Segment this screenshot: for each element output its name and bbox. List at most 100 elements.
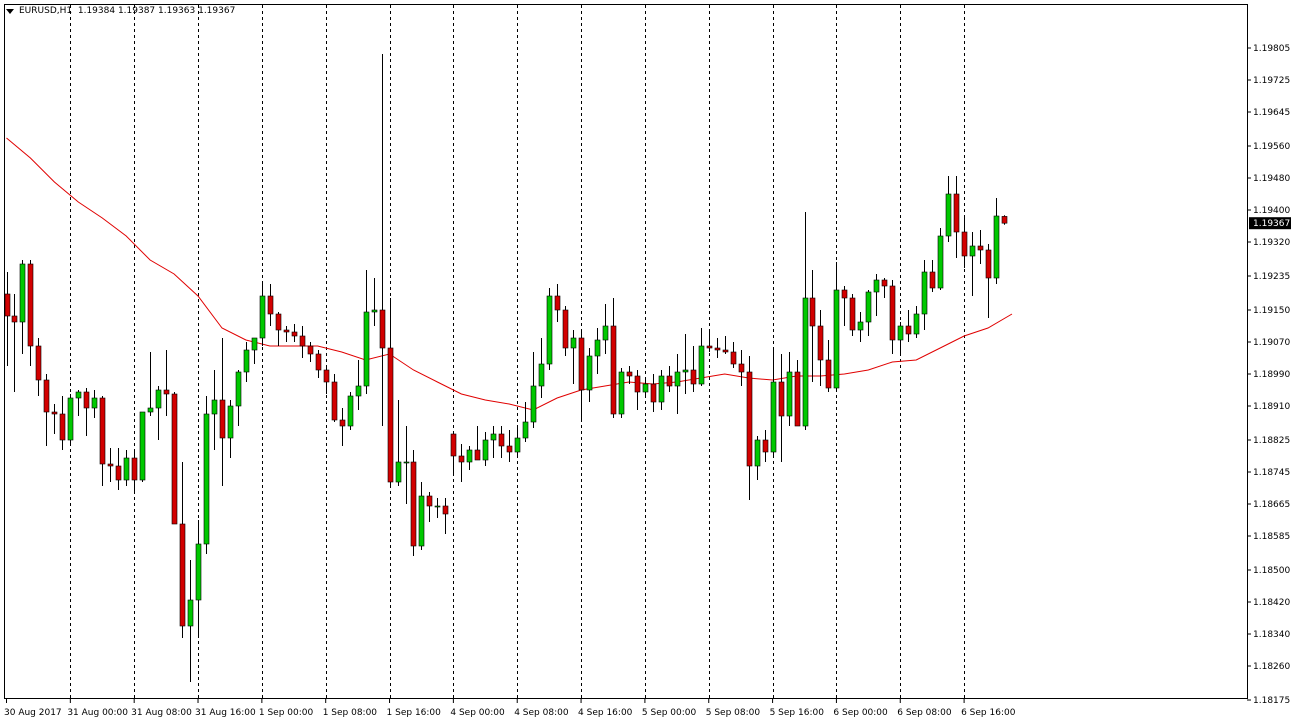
candle [179, 462, 186, 638]
candle-body [331, 381, 338, 421]
candle [817, 310, 824, 386]
candle [977, 230, 984, 264]
candle-body [426, 495, 433, 507]
candle-body [937, 235, 944, 289]
candle [554, 284, 561, 322]
candle [690, 346, 697, 392]
candle [602, 304, 609, 354]
candle-body [921, 271, 928, 315]
y-tick-label: 1.19480 [1253, 174, 1290, 184]
candle [905, 310, 912, 342]
candle [75, 390, 82, 416]
candle [786, 352, 793, 426]
candle-body [482, 439, 489, 461]
candle [387, 298, 394, 486]
price-tag-label: 1.19367 [1253, 219, 1290, 229]
candle-body [458, 455, 465, 463]
candle [379, 54, 386, 426]
candle [307, 342, 314, 362]
candle [825, 340, 832, 392]
candle [339, 408, 346, 446]
x-tick-label: 4 Sep 00:00 [450, 708, 505, 718]
candle [19, 260, 26, 354]
candle-body [841, 289, 848, 299]
candle-body [67, 397, 74, 441]
candle-body [682, 369, 689, 373]
candle-body [849, 297, 856, 331]
candle-body [762, 439, 769, 453]
x-tick-label: 6 Sep 00:00 [833, 708, 888, 718]
candle-body [171, 393, 178, 525]
y-tick-label: 1.18500 [1253, 566, 1290, 576]
candle-body [187, 599, 194, 627]
candle-body [722, 349, 729, 353]
candle [235, 370, 242, 426]
candle [418, 482, 425, 550]
candle [323, 366, 330, 394]
candle-body [953, 193, 960, 233]
candle-body [410, 461, 417, 547]
candle [658, 370, 665, 410]
candle [482, 432, 489, 466]
candle [458, 444, 465, 482]
period-separators [70, 5, 965, 698]
candle [331, 374, 338, 422]
x-tick-label: 1 Sep 08:00 [323, 708, 378, 718]
candle [929, 260, 936, 292]
candle-body [857, 321, 864, 331]
candle [99, 396, 106, 486]
candle-body [658, 375, 665, 403]
candle [714, 338, 721, 358]
candle-body [466, 449, 473, 463]
ohlc-readout: 1.19384 1.19387 1.19363 1.19367 [77, 6, 236, 16]
candle [506, 430, 513, 462]
candle-body [195, 543, 202, 601]
candle-body [155, 389, 162, 409]
candle [466, 446, 473, 470]
candle-body [243, 349, 250, 373]
candle-body [107, 463, 114, 467]
candle-body [610, 325, 617, 415]
candle [514, 428, 521, 456]
collapse-triangle-icon[interactable] [6, 8, 14, 14]
moving-average-line [6, 137, 1013, 411]
candle-body [905, 325, 912, 335]
candle-body [251, 337, 258, 351]
y-tick-label: 1.18990 [1253, 370, 1290, 380]
candle-body [746, 371, 753, 467]
candle [849, 294, 856, 336]
candle-body [809, 297, 816, 327]
candle-body [43, 379, 50, 413]
candle [259, 284, 266, 346]
candle-body [123, 457, 130, 481]
candle-body [163, 389, 170, 395]
candle [83, 388, 90, 436]
candle [802, 212, 809, 430]
candle [706, 332, 713, 352]
candle-body [323, 369, 330, 383]
candle-body [650, 383, 657, 403]
candle [562, 306, 569, 356]
current-price-tag: 1.19367 [1249, 217, 1291, 230]
candle-body [35, 345, 42, 381]
y-tick-label: 1.19400 [1253, 206, 1290, 216]
candle [51, 404, 58, 434]
candle [275, 312, 282, 346]
candle-body [977, 245, 984, 251]
candle [4, 272, 11, 366]
candle-body [434, 505, 441, 508]
candle-body [634, 375, 641, 393]
candle-body [626, 371, 633, 377]
candle-body [786, 371, 793, 417]
candle-body [714, 347, 721, 351]
y-tick-label: 1.18340 [1253, 630, 1290, 640]
x-tick-label: 4 Sep 08:00 [514, 708, 569, 718]
candle [474, 426, 481, 461]
candle [347, 392, 354, 430]
candle [67, 394, 74, 444]
candle [27, 260, 34, 366]
y-tick-label: 1.18745 [1253, 468, 1290, 478]
candle-body [490, 433, 497, 441]
